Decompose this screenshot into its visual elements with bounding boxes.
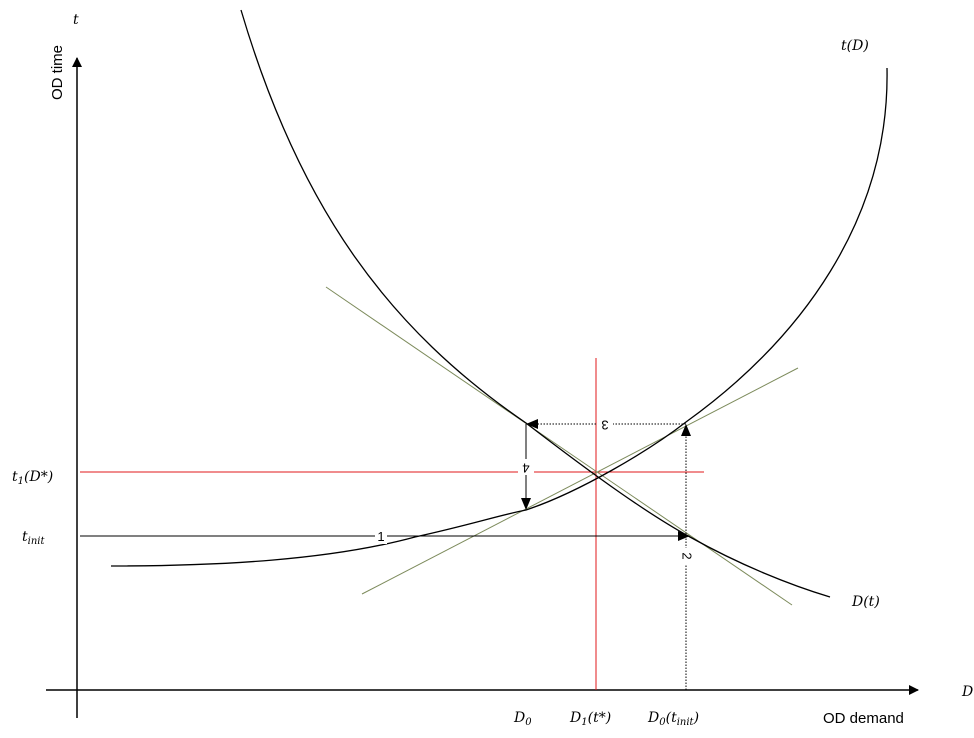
demand-tangent-line <box>325 286 793 606</box>
x-axis-symbol: D <box>961 684 973 700</box>
supply-curve <box>110 67 888 567</box>
d1-tstar-label: D1(t*) <box>569 710 611 728</box>
demand-curve-label: D(t) <box>851 594 880 610</box>
supply-curve-label: t(D) <box>841 38 869 54</box>
step-3-arrowhead <box>526 419 538 429</box>
y-axis-title: OD time <box>49 45 66 100</box>
d0-tinit-label: D0(tinit) <box>647 710 699 728</box>
step-4-arrowhead <box>521 498 531 510</box>
demand-curve <box>240 9 831 598</box>
supply-tangent-line <box>361 367 799 595</box>
d0-label: D0 <box>513 710 532 728</box>
step-3-label: 3 <box>601 418 608 433</box>
t1-dstar-label: t1(D*) <box>12 469 53 487</box>
step-4-label: 4 <box>522 461 529 476</box>
step-2-arrowhead <box>681 424 691 436</box>
x-axis-title: OD demand <box>823 710 904 727</box>
step-1-label: 1 <box>377 529 384 544</box>
step-1-arrowhead <box>678 531 690 541</box>
y-axis-symbol: t <box>73 12 79 28</box>
step-2-label: 2 <box>680 552 695 559</box>
t-init-label: tinit <box>22 529 45 547</box>
